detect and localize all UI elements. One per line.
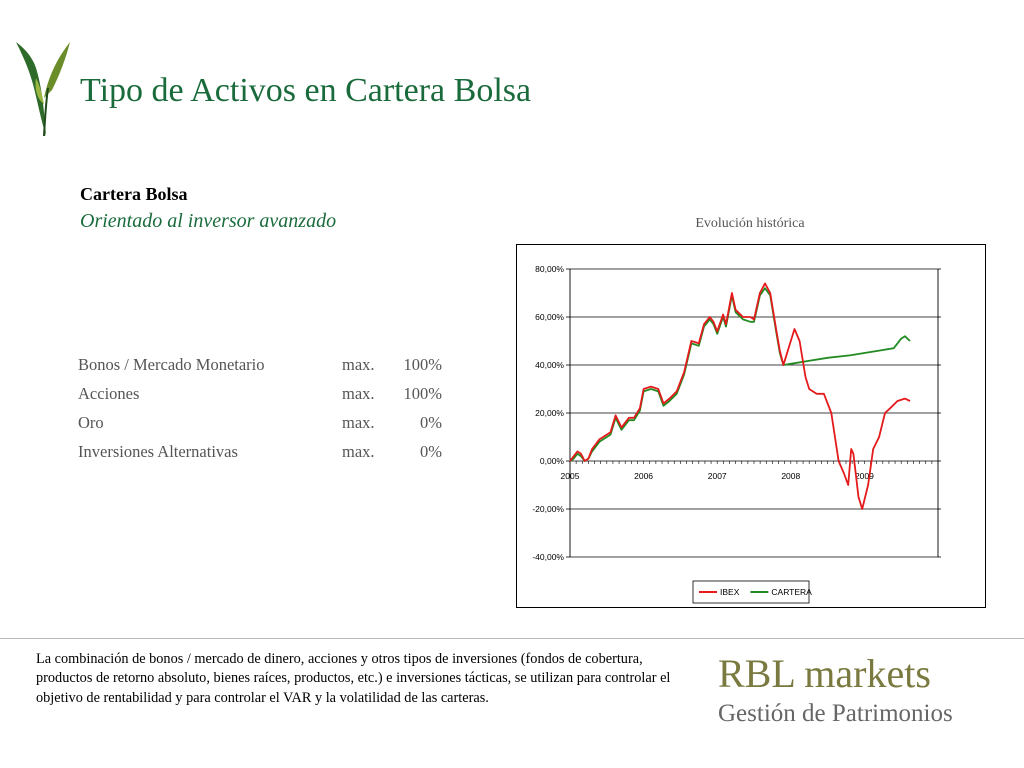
line-chart: 80,00% 60,00% 40,00% 20,00% 0,00% -20,00% -40,… — [532, 264, 941, 604]
y-tick-label: -20,00% — [532, 504, 564, 514]
allocation-limit: max. — [342, 355, 375, 374]
x-tick-label: 2005 — [561, 471, 580, 481]
x-tick-label: 2008 — [781, 471, 800, 481]
allocation-row: Inversiones Alternativas max. 0% — [78, 442, 442, 471]
legend-label: CARTERA — [771, 587, 812, 597]
allocation-limit: max. — [342, 413, 375, 432]
series-line-cartera — [569, 287, 911, 462]
y-tick-label: -40,00% — [532, 552, 564, 562]
x-tick-label: 2009 — [855, 471, 874, 481]
footer-divider — [0, 638, 1024, 639]
series-line-ibex — [569, 282, 911, 510]
page-title: Tipo de Activos en Cartera Bolsa — [80, 72, 532, 109]
allocation-asset: Bonos / Mercado Monetario — [78, 355, 265, 374]
y-tick-label: 80,00% — [535, 264, 564, 274]
allocation-row: Bonos / Mercado Monetario max. 100% — [78, 355, 442, 384]
x-tick-label: 2006 — [634, 471, 653, 481]
y-tick-label: 0,00% — [540, 456, 565, 466]
y-tick-label: 40,00% — [535, 360, 564, 370]
allocation-asset: Acciones — [78, 384, 140, 403]
portfolio-subtitle: Orientado al inversor avanzado — [80, 210, 337, 232]
legend-label: IBEX — [720, 587, 740, 597]
y-tick-label: 60,00% — [535, 312, 564, 322]
y-tick-label: 20,00% — [535, 408, 564, 418]
leaf-sprout-icon — [16, 42, 70, 137]
allocation-asset: Oro — [78, 413, 104, 432]
allocation-value: 100% — [403, 355, 443, 374]
allocation-asset: Inversiones Alternativas — [78, 442, 238, 461]
allocation-value: 0% — [420, 413, 442, 432]
brand-name: RBL markets — [718, 651, 931, 696]
allocation-row: Oro max. 0% — [78, 413, 442, 442]
chart-caption: Evolución histórica — [695, 216, 805, 231]
allocation-value: 0% — [420, 442, 442, 461]
brand-tagline: Gestión de Patrimonios — [718, 700, 953, 727]
chart-frame: 80,00% 60,00% 40,00% 20,00% 0,00% -20,00% -40,… — [516, 244, 986, 608]
portfolio-name: Cartera Bolsa — [80, 184, 188, 204]
allocation-value: 100% — [403, 384, 443, 403]
allocation-table: Bonos / Mercado Monetario max. 100% Acci… — [78, 355, 442, 471]
allocation-row: Acciones max. 100% — [78, 384, 442, 413]
footer-description: La combinación de bonos / mercado de din… — [36, 651, 671, 706]
allocation-limit: max. — [342, 384, 375, 403]
allocation-limit: max. — [342, 442, 375, 461]
x-tick-label: 2007 — [708, 471, 727, 481]
